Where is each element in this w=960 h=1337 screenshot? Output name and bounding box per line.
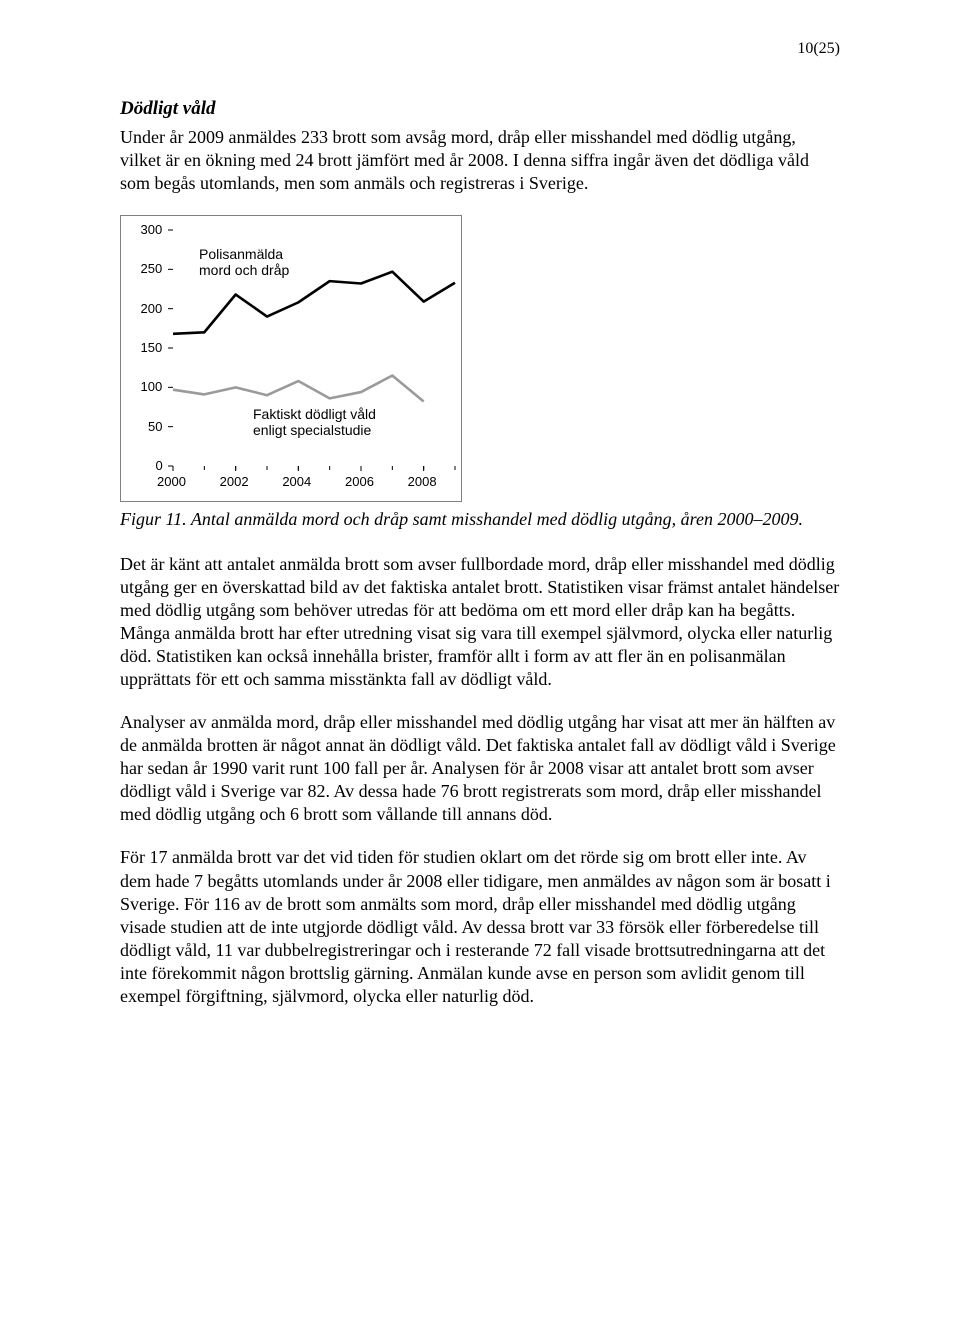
section-title: Dödligt våld bbox=[120, 98, 840, 120]
series-label-actual-1: Faktiskt dödligt våld bbox=[253, 406, 376, 422]
y-tick-0: 0 bbox=[156, 458, 163, 473]
page-number: 10(25) bbox=[120, 40, 840, 58]
x-tick-2006: 2006 bbox=[345, 474, 374, 489]
line-chart: 0 50 100 150 200 250 300 2000 2002 2004 2006 2008 Po… bbox=[120, 215, 462, 502]
y-tick-50: 50 bbox=[148, 419, 162, 434]
intro-paragraph: Under år 2009 anmäldes 233 brott som avs… bbox=[120, 126, 840, 195]
x-tick-2008: 2008 bbox=[408, 474, 437, 489]
paragraph-2: Det är känt att antalet anmälda brott so… bbox=[120, 553, 840, 691]
x-tick-2000: 2000 bbox=[157, 474, 186, 489]
y-tick-250: 250 bbox=[141, 261, 163, 276]
x-tick-2004: 2004 bbox=[282, 474, 311, 489]
x-tick-2002: 2002 bbox=[220, 474, 249, 489]
series-label-reported-1: Polisanmälda bbox=[199, 246, 283, 262]
series-label-actual-2: enligt specialstudie bbox=[253, 422, 371, 438]
y-tick-100: 100 bbox=[141, 379, 163, 394]
chart-svg bbox=[121, 216, 461, 501]
paragraph-3: Analyser av anmälda mord, dråp eller mis… bbox=[120, 711, 840, 826]
y-tick-300: 300 bbox=[141, 222, 163, 237]
figure-caption: Figur 11. Antal anmälda mord och dråp sa… bbox=[120, 508, 840, 531]
y-tick-200: 200 bbox=[141, 301, 163, 316]
y-tick-150: 150 bbox=[141, 340, 163, 355]
paragraph-4: För 17 anmälda brott var det vid tiden f… bbox=[120, 846, 840, 1007]
series-label-reported-2: mord och dråp bbox=[199, 262, 289, 278]
